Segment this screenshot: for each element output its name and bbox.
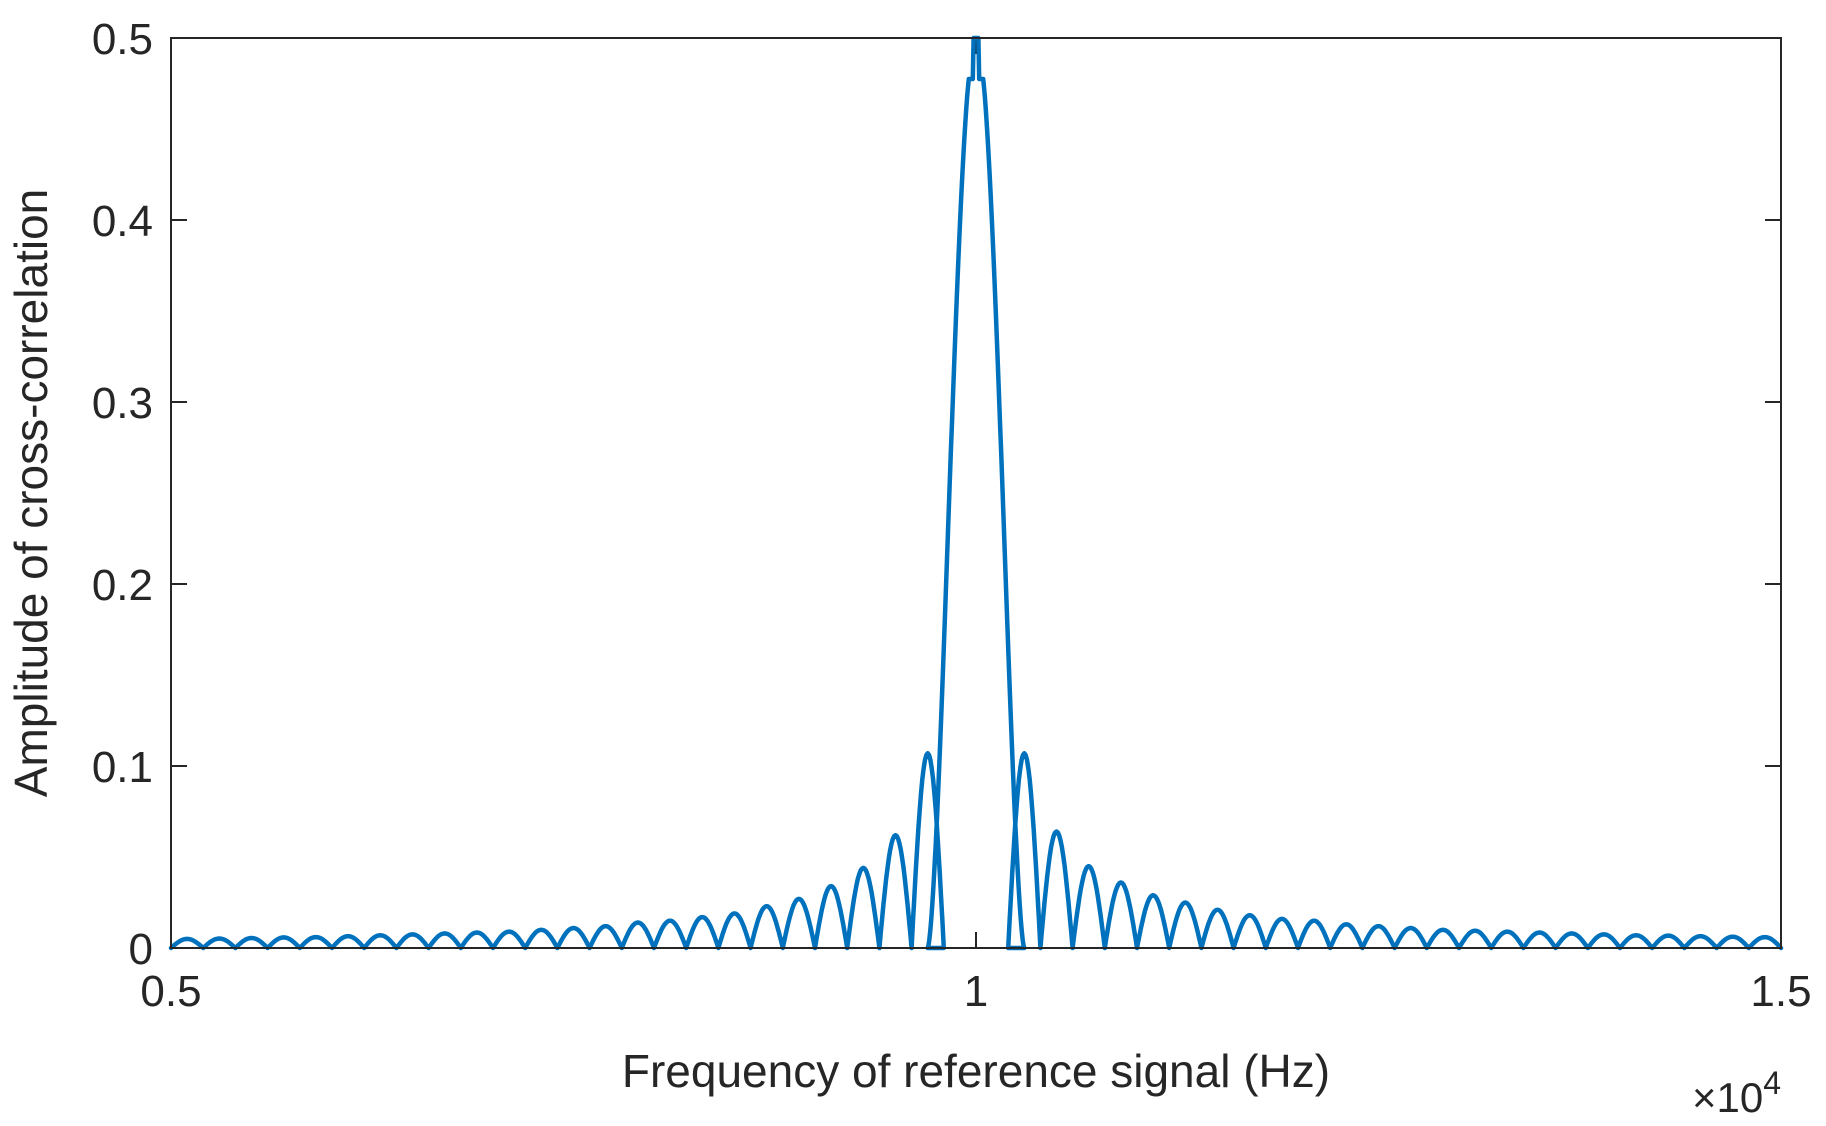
y-tick-label: 0.3 xyxy=(92,379,153,428)
plot-area-box xyxy=(170,37,1782,949)
tick-labels: 0.5 1 1.5 0 0.1 0.2 0.3 0.4 0.5 xyxy=(92,15,1812,1016)
x-axis-exponent-power: 4 xyxy=(1763,1065,1781,1101)
y-tick-label: 0.1 xyxy=(92,743,153,792)
x-axis-title: Frequency of reference signal (Hz) xyxy=(622,1045,1330,1097)
x-tick-label: 1.5 xyxy=(1750,967,1811,1016)
y-tick-label: 0.2 xyxy=(92,561,153,610)
y-tick-label: 0.5 xyxy=(92,15,153,64)
series-line-cross-correlation xyxy=(168,35,1784,951)
x-tick-label: 1 xyxy=(964,967,988,1016)
x-axis-exponent-label: ×104 xyxy=(1692,1065,1781,1121)
axis-ticks xyxy=(170,37,1782,949)
x-axis-exponent-base: ×10 xyxy=(1692,1074,1763,1121)
y-tick-label: 0 xyxy=(129,925,153,974)
y-axis-title: Amplitude of cross-correlation xyxy=(5,189,57,797)
x-tick-label: 0.5 xyxy=(140,967,201,1016)
y-tick-label: 0.4 xyxy=(92,197,153,246)
